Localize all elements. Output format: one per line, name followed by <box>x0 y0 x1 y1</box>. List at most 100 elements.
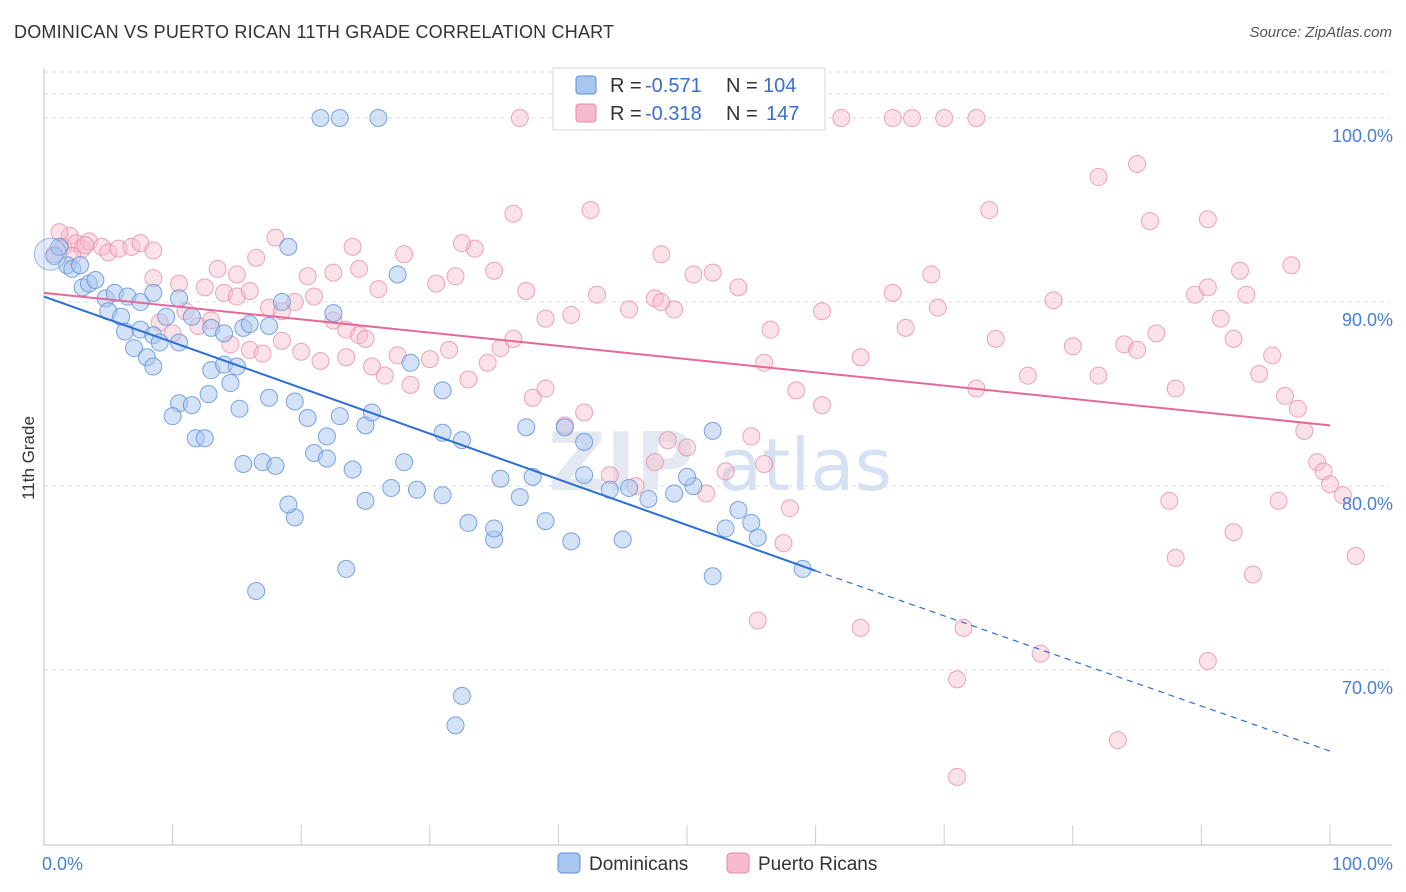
point-puerto-ricans <box>1346 547 1365 566</box>
point-puerto-ricans <box>536 309 555 328</box>
point-dominicans <box>337 559 356 578</box>
point-puerto-ricans <box>1166 379 1185 398</box>
point-puerto-ricans <box>350 259 369 278</box>
point-puerto-ricans <box>1089 366 1108 385</box>
point-puerto-ricans <box>883 109 902 128</box>
point-dominicans <box>491 469 510 488</box>
x-tick-label: 0.0% <box>42 854 83 874</box>
point-dominicans <box>330 109 349 128</box>
point-puerto-ricans <box>1160 491 1179 510</box>
point-puerto-ricans <box>748 611 767 630</box>
legend-r-value-1: -0.571 <box>645 75 702 97</box>
point-puerto-ricans <box>1250 364 1269 383</box>
point-dominicans <box>260 316 279 335</box>
point-puerto-ricans <box>1018 366 1037 385</box>
point-puerto-ricans <box>742 427 761 446</box>
point-dominicans <box>144 357 163 376</box>
point-puerto-ricans <box>678 438 696 457</box>
point-dominicans <box>517 418 536 437</box>
point-puerto-ricans <box>980 201 999 220</box>
chart-title: DOMINICAN VS PUERTO RICAN 11TH GRADE COR… <box>14 22 615 42</box>
point-dominicans <box>234 455 253 474</box>
point-puerto-ricans <box>1237 285 1256 304</box>
point-puerto-ricans <box>575 403 594 422</box>
point-puerto-ricans <box>928 298 947 317</box>
point-dominicans <box>230 399 249 418</box>
point-puerto-ricans <box>356 329 375 348</box>
point-dominicans <box>279 237 298 256</box>
point-puerto-ricans <box>1211 309 1230 328</box>
point-puerto-ricans <box>343 237 362 256</box>
point-puerto-ricans <box>375 366 394 385</box>
point-puerto-ricans <box>247 248 266 267</box>
bottom-legend-swatch-puerto-ricans <box>726 852 750 874</box>
point-dominicans <box>369 109 388 128</box>
point-puerto-ricans <box>253 344 272 363</box>
point-dominicans <box>324 304 343 323</box>
point-dominicans <box>260 388 279 407</box>
point-dominicans <box>536 512 555 531</box>
point-puerto-ricans <box>510 109 529 128</box>
point-dominicans <box>575 432 594 451</box>
point-puerto-ricans <box>1230 261 1249 280</box>
point-puerto-ricans <box>1089 167 1108 186</box>
point-dominicans <box>272 293 291 312</box>
point-puerto-ricans <box>362 357 381 376</box>
point-puerto-ricans <box>1243 565 1262 584</box>
point-dominicans <box>227 357 246 376</box>
point-puerto-ricans <box>1288 399 1307 418</box>
point-puerto-ricans <box>813 396 832 415</box>
point-dominicans <box>298 409 317 428</box>
bottom-legend: Dominicans Puerto Ricans <box>557 852 877 875</box>
point-dominicans <box>433 486 452 505</box>
point-puerto-ricans <box>587 285 606 304</box>
legend-swatch-puerto-ricans <box>575 103 597 123</box>
point-puerto-ricans <box>144 241 163 260</box>
point-puerto-ricans <box>645 453 664 472</box>
legend-n-value-1: 104 <box>763 75 796 97</box>
point-dominicans <box>182 396 201 415</box>
point-puerto-ricans <box>208 259 227 278</box>
point-puerto-ricans <box>1269 491 1288 510</box>
x-tick-labels: 0.0% 100.0% <box>42 854 1393 874</box>
point-dominicans <box>182 307 201 326</box>
y-tick-label: 100.0% <box>1332 126 1393 146</box>
y-tick-label: 70.0% <box>1342 678 1393 698</box>
point-puerto-ricans <box>684 265 703 284</box>
point-puerto-ricans <box>452 234 471 253</box>
point-dominicans <box>195 429 214 448</box>
point-dominicans <box>163 407 182 426</box>
point-puerto-ricans <box>1308 453 1327 472</box>
point-puerto-ricans <box>427 274 446 293</box>
point-puerto-ricans <box>1128 155 1147 174</box>
point-dominicans <box>317 427 336 446</box>
point-puerto-ricans <box>1333 486 1352 505</box>
series-puerto-ricans <box>45 109 1365 786</box>
point-puerto-ricans <box>780 499 799 518</box>
point-puerto-ricans <box>195 278 214 297</box>
point-dominicans <box>395 453 414 472</box>
point-puerto-ricans <box>1063 337 1082 356</box>
point-puerto-ricans <box>935 109 954 128</box>
point-puerto-ricans <box>1275 386 1294 405</box>
point-puerto-ricans <box>703 263 722 282</box>
point-puerto-ricans <box>99 243 118 262</box>
watermark-atlas: atlas <box>718 423 892 507</box>
legend-n-label-1: N = <box>726 75 763 97</box>
legend-swatch-dominicans <box>575 75 597 95</box>
point-puerto-ricans <box>1031 644 1050 663</box>
point-puerto-ricans <box>729 278 748 297</box>
point-dominicans <box>240 315 259 334</box>
point-dominicans <box>452 686 471 705</box>
point-puerto-ricans <box>1263 346 1282 365</box>
point-dominicans <box>433 381 452 400</box>
point-puerto-ricans <box>1224 523 1243 542</box>
point-puerto-ricans <box>851 348 870 367</box>
bottom-legend-label-dominicans: Dominicans <box>589 854 688 875</box>
point-puerto-ricans <box>504 329 523 348</box>
point-dominicans <box>125 339 144 358</box>
point-dominicans <box>388 265 407 284</box>
point-puerto-ricans <box>504 204 523 223</box>
point-puerto-ricans <box>305 287 324 306</box>
point-puerto-ricans <box>1108 731 1127 750</box>
